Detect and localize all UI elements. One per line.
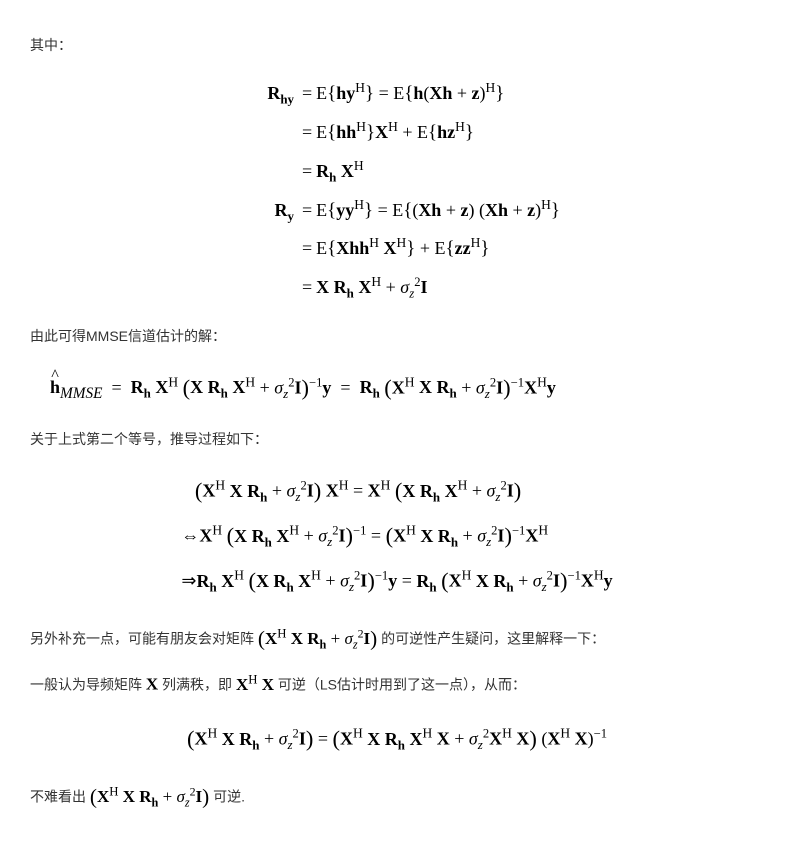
p5-c: 可逆（LS估计时用到了这一点），从而： [274,677,526,693]
inline-math-A: (XH X Rh + σz2I) [258,629,377,648]
p4-a: 另外补充一点，可能有朋友会对矩阵 [30,631,258,647]
invertibility-text-1: 另外补充一点，可能有朋友会对矩阵 (XH X Rh + σz2I) 的可逆性产生… [30,621,764,655]
eq-block-2: hMMSE = Rh XH (X Rh XH + σz2I)−1y = Rh (… [30,365,764,410]
intro-text: 其中： [30,34,764,56]
p5-b: 列满秩，即 [158,677,236,693]
eq-block-1: Rhy = E{hyH} = E{h(Xh + z)H} = E{hhH}XH … [30,74,764,306]
p6-a: 不难看出 [30,789,90,805]
p4-b: 的可逆性产生疑问，这里解释一下： [377,631,605,647]
invertibility-text-2: 一般认为导频矩阵 X 列满秩，即 XH X 可逆（LS估计时用到了这一点），从而… [30,669,764,698]
inline-math-A2: (XH X Rh + σz2I) [90,787,209,806]
inline-math-XHX: XH X [236,675,274,694]
p6-b: 可逆. [209,789,245,805]
derivation-intro-text: 关于上式第二个等号，推导过程如下： [30,428,764,450]
eq-block-3: (XH X Rh + σz2I) XH = XH (X Rh XH + σz2I… [30,468,764,603]
p5-a: 一般认为导频矩阵 [30,677,146,693]
inline-math-X: X [146,675,158,694]
conclusion-text: 不难看出 (XH X Rh + σz2I) 可逆. [30,779,764,813]
mmse-intro-text: 由此可得MMSE信道估计的解： [30,325,764,347]
eq-block-4: (XH X Rh + σz2I) = (XH X Rh XH X + σz2XH… [30,716,764,761]
